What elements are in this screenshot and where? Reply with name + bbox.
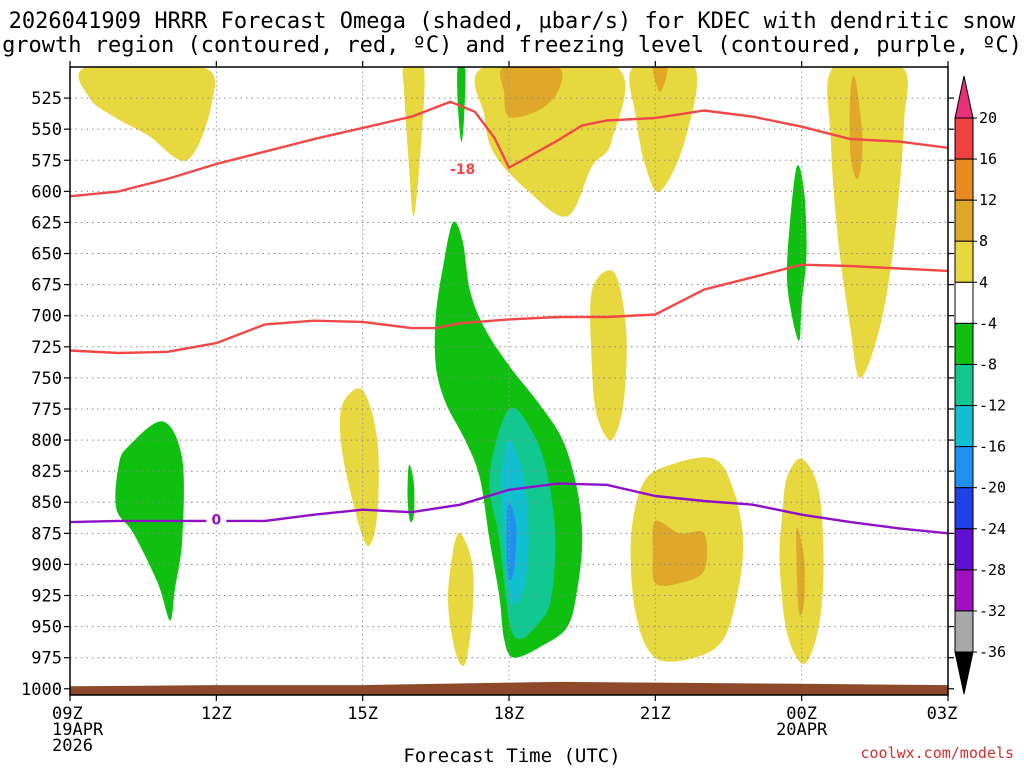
colorbar-top-arrow (954, 75, 974, 119)
y-tick-label: 550 (31, 120, 62, 140)
contour-label-dgz-top-18c: -18 (450, 162, 475, 178)
omega-region-green-17z-top (457, 67, 466, 142)
colorbar-label: -20 (979, 479, 1006, 497)
y-tick-label: 700 (31, 307, 62, 327)
y-tick-label: 525 (31, 89, 62, 109)
x-tick-label: 15Z (347, 704, 378, 724)
terrain-fill (70, 681, 948, 695)
colorbar-bin (954, 281, 974, 324)
y-tick-label: 600 (31, 182, 62, 202)
colorbar-bin (954, 446, 974, 489)
x-tick-sublabel: 19APR (52, 720, 104, 740)
omega-region-yellow-21z-top (629, 67, 698, 193)
y-tick-label: 775 (31, 400, 62, 420)
colorbar-label: -32 (979, 602, 1006, 620)
y-tick-label: 725 (31, 338, 62, 358)
plot-area: -18 0 (70, 67, 948, 695)
credit-text[interactable]: coolwx.com/models (860, 744, 1014, 762)
x-tick-label: 03Z (927, 704, 958, 724)
colorbar-bin (954, 117, 974, 160)
colorbar-bin (954, 487, 974, 530)
colorbar-bin (954, 240, 974, 283)
omega-region-yellow-17z-low (447, 533, 474, 667)
y-tick-label: 850 (31, 493, 62, 513)
y-tick-label: 975 (31, 649, 62, 669)
y-tick-label: 650 (31, 245, 62, 265)
colorbar-bin (954, 610, 974, 653)
omega-region-green-16z-small (407, 464, 415, 523)
colorbar-label: 16 (979, 150, 997, 168)
x-tick-sublabel-year: 2026 (52, 736, 93, 756)
contour-label-bg (206, 511, 227, 527)
colorbar-bin (954, 158, 974, 201)
omega-region-yellow-right-col (827, 67, 908, 378)
y-tick-label: 750 (31, 369, 62, 389)
omega-region-orange-21z-low (652, 520, 708, 586)
chart-title-line1: 2026041909 HRRR Forecast Omega (shaded, … (8, 9, 1016, 34)
omega-region-orange-18z-top (499, 67, 563, 118)
colorbar-label: -4 (979, 314, 997, 332)
omega-region-orange-right-col (849, 76, 863, 180)
x-tick-label: 09Z (52, 704, 83, 724)
contour-label-bg (452, 160, 473, 176)
colorbar-label: 20 (979, 109, 997, 127)
y-tick-label: 575 (31, 151, 62, 171)
x-tick-label: 21Z (640, 704, 671, 724)
x-axis-label: Forecast Time (UTC) (403, 745, 621, 767)
colorbar-label: -8 (979, 355, 997, 373)
colorbar-label: -16 (979, 438, 1006, 456)
colorbar-bin (954, 322, 974, 365)
colorbar-bin (954, 199, 974, 242)
y-tick-label: 875 (31, 524, 62, 544)
colorbar-label: 12 (979, 191, 997, 209)
omega-region-orange-21z-top (652, 67, 668, 92)
omega-region-yellow-20z (590, 270, 627, 441)
colorbar-bin (954, 363, 974, 407)
y-tick-label: 825 (31, 462, 62, 482)
colorbar-bin (954, 528, 974, 571)
omega-region-yellow-16z-col (402, 67, 425, 217)
contour-label-freezing-level-0c: 0 (211, 513, 221, 529)
colorbar-bin (954, 405, 974, 448)
omega-region-orange-00z-low (796, 526, 805, 616)
y-tick-label: 675 (31, 276, 62, 296)
colorbar-label: -28 (979, 561, 1006, 579)
colorbar-bin (954, 569, 974, 612)
y-tick-label: 1000 (21, 680, 62, 700)
colorbar-label: 8 (979, 232, 988, 250)
omega-region-yellow-15z (339, 388, 379, 546)
colorbar-label: -12 (979, 397, 1006, 415)
colorbar-label: 4 (979, 273, 988, 291)
omega-region-yellow-top-left (78, 67, 216, 161)
colorbar-bottom-arrow (954, 651, 974, 695)
contour-dgz-top-18c (70, 100, 948, 198)
y-tick-label: 800 (31, 431, 62, 451)
y-tick-label: 950 (31, 618, 62, 638)
y-tick-label: 925 (31, 587, 62, 607)
colorbar-label: -24 (979, 520, 1006, 538)
x-tick-sublabel: 20APR (776, 720, 828, 740)
x-tick-label: 18Z (494, 704, 525, 724)
y-tick-label: 625 (31, 213, 62, 233)
colorbar-label: -36 (979, 643, 1006, 661)
y-tick-label: 900 (31, 555, 62, 575)
chart-title-line2: growth region (contoured, red, ºC) and f… (2, 33, 1022, 58)
x-tick-label: 00Z (786, 704, 817, 724)
contour-dgz-bottom-12c (70, 263, 948, 355)
x-tick-label: 12Z (201, 704, 232, 724)
